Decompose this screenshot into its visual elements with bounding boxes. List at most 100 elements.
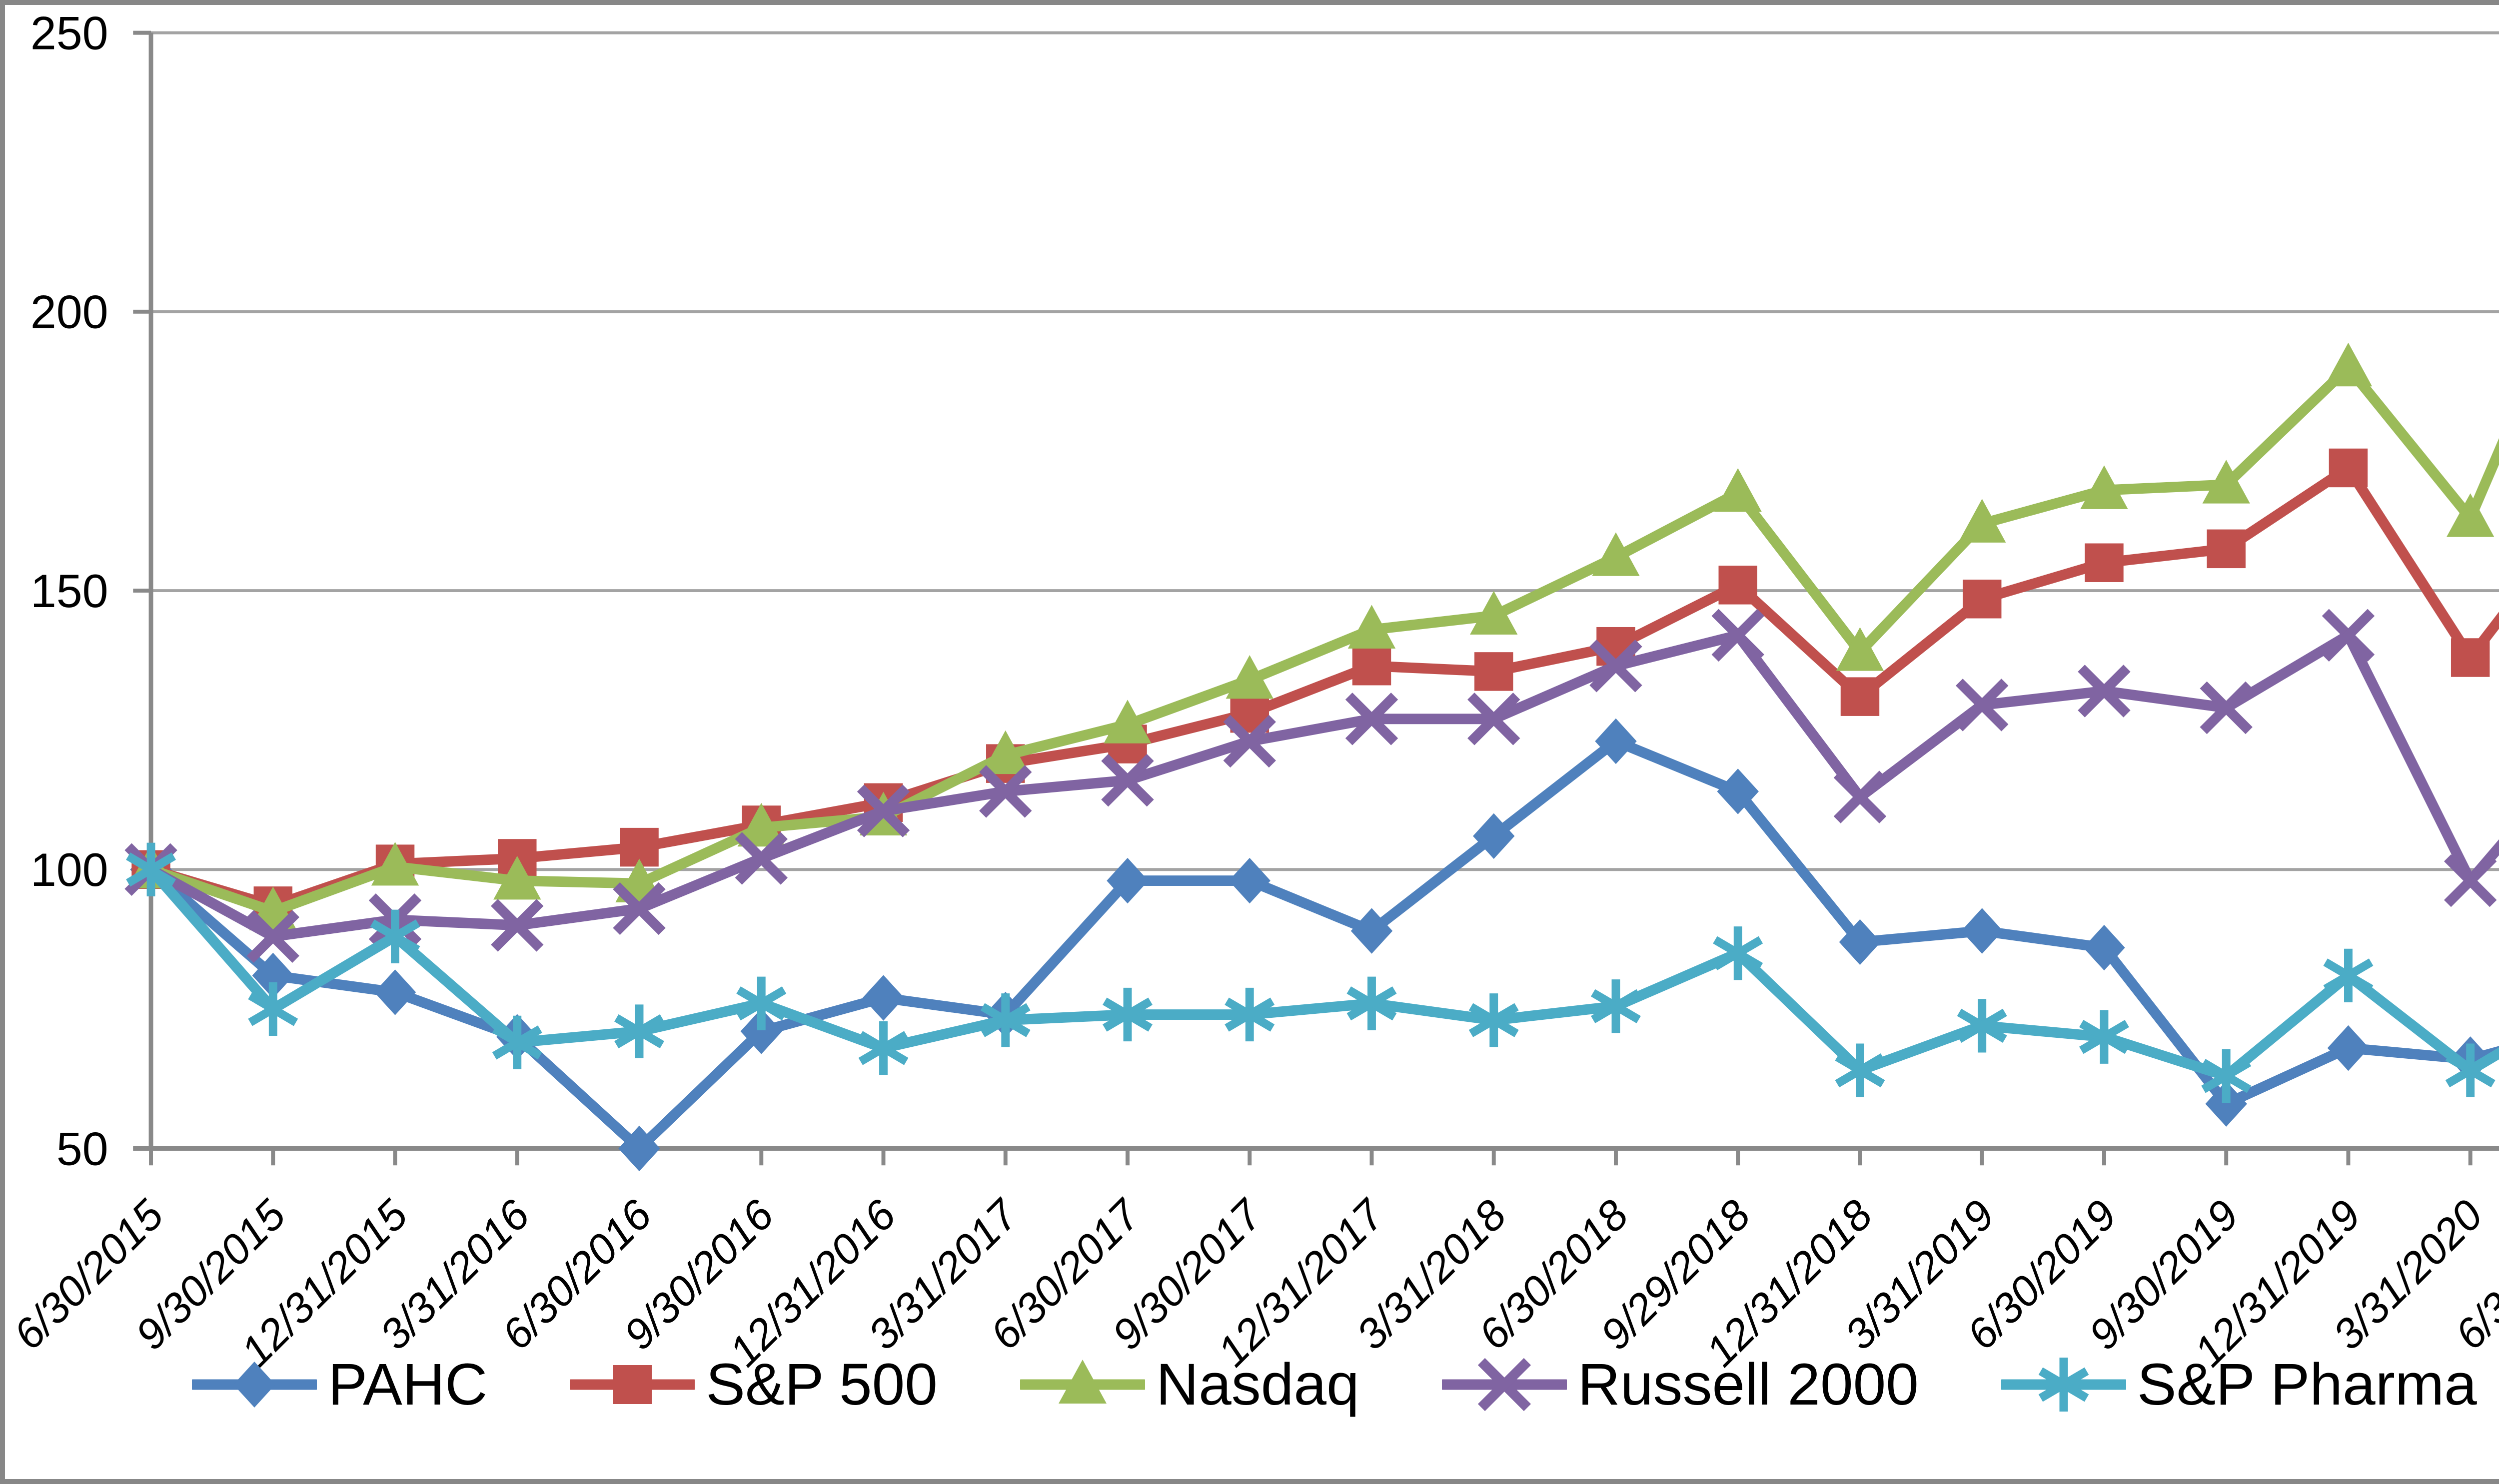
legend-item-pahc: PAHC (192, 1355, 487, 1414)
marker-russell-2000 (857, 784, 910, 837)
marker-s-p-pharma (980, 1003, 1031, 1037)
legend-label: Nasdaq (1156, 1352, 1359, 1418)
marker-nasdaq (982, 730, 1030, 774)
marker-nasdaq (493, 855, 541, 900)
marker-s-p-pharma (1591, 989, 1641, 1023)
marker-s-p-500 (1352, 647, 1391, 686)
marker-s-p-pharma (1103, 997, 1153, 1032)
marker-s-p-pharma (614, 1014, 664, 1049)
marker-pahc (1107, 857, 1149, 904)
marker-pahc (1717, 768, 1759, 814)
marker-nasdaq (1714, 468, 1762, 512)
marker-nasdaq (2447, 493, 2495, 537)
marker-s-p-pharma (1346, 986, 1397, 1021)
marker-s-p-pharma (126, 852, 176, 887)
marker-russell-2000 (1101, 753, 1154, 807)
marker-russell-2000 (1223, 715, 1276, 768)
marker-s-p-pharma (1957, 1008, 2007, 1043)
marker-russell-2000 (2078, 665, 2131, 718)
marker-s-p-pharma (1468, 1003, 1519, 1037)
legend-label: S&P 500 (706, 1352, 938, 1418)
marker-russell-2000 (1833, 770, 1887, 823)
marker-s-p-500 (1962, 580, 2002, 619)
marker-s-p-500 (2451, 638, 2490, 677)
marker-nasdaq (2202, 460, 2250, 504)
marker-s-p-pharma (2201, 1059, 2252, 1093)
marker-russell-2000 (1345, 693, 1398, 745)
marker-s-p-pharma (492, 1025, 542, 1060)
legend-label: PAHC (328, 1352, 488, 1418)
series-s-p-pharma (126, 842, 2499, 1103)
marker-s-p-pharma (2323, 958, 2374, 993)
series-s-p-500 (131, 448, 2499, 925)
marker-russell-2000 (1956, 679, 2009, 732)
marker-s-p-pharma (2445, 1053, 2496, 1088)
marker-russell-2000 (491, 899, 544, 952)
series-line-nasdaq (145, 362, 2499, 917)
marker-nasdaq (371, 842, 419, 886)
marker-nasdaq (1470, 591, 1518, 635)
legend-marker-pahc (233, 1362, 276, 1408)
sp500-square-marker-icon (570, 1365, 695, 1404)
marker-s-p-pharma (858, 1031, 909, 1065)
marker-russell-2000 (735, 832, 788, 885)
y-tick-label: 50 (56, 1122, 108, 1175)
marker-nasdaq (2324, 342, 2373, 387)
marker-russell-2000 (2444, 854, 2497, 907)
marker-russell-2000 (1467, 693, 1520, 745)
marker-pahc (1473, 813, 1515, 859)
performance-line-chart: 501001502002506/30/20159/30/201512/31/20… (5, 6, 2499, 1376)
legend-label: Russell 2000 (1577, 1352, 1919, 1418)
marker-nasdaq (1958, 499, 2006, 543)
legend-item-sp500: S&P 500 (570, 1355, 938, 1414)
y-tick-label: 100 (30, 843, 108, 896)
legend-marker-russell-2000 (1477, 1358, 1531, 1412)
legend-marker-s-p-pharma (2038, 1367, 2089, 1402)
marker-russell-2000 (2322, 609, 2375, 662)
marker-s-p-pharma (1713, 936, 1763, 970)
marker-pahc (2327, 1025, 2370, 1071)
marker-s-p-500 (2329, 448, 2368, 488)
marker-pahc (1961, 908, 2003, 954)
marker-nasdaq (2080, 465, 2128, 509)
marker-s-p-500 (2085, 543, 2124, 582)
marker-russell-2000 (979, 765, 1032, 818)
marker-s-p-500 (1474, 652, 1513, 691)
marker-s-p-pharma (736, 986, 787, 1021)
marker-s-p-pharma (370, 919, 420, 954)
series-nasdaq (127, 342, 2499, 930)
pahc-diamond-marker-icon (192, 1362, 317, 1408)
marker-pahc (1350, 908, 1393, 954)
marker-nasdaq (1104, 700, 1152, 743)
russell-2000-x-marker-icon (1441, 1358, 1567, 1412)
legend-item-russell-2000: Russell 2000 (1441, 1352, 1919, 1418)
legend-label: S&P Pharma (2137, 1352, 2477, 1418)
legend-marker-nasdaq (1058, 1360, 1107, 1404)
sp-pharma-asterisk-marker-icon (2001, 1358, 2126, 1412)
y-tick-label: 250 (30, 6, 108, 59)
marker-russell-2000 (613, 882, 666, 935)
marker-nasdaq (1226, 655, 1273, 699)
marker-russell-2000 (1711, 609, 1764, 662)
y-tick-label: 150 (30, 565, 108, 617)
legend-marker-s-p-500 (613, 1365, 652, 1404)
marker-pahc (1229, 857, 1270, 904)
marker-s-p-500 (1840, 677, 1880, 716)
marker-pahc (740, 1008, 782, 1054)
series-pahc (130, 718, 2499, 1172)
marker-nasdaq (737, 802, 785, 847)
series-line-s-p-pharma (145, 864, 2499, 1081)
y-tick-label: 200 (30, 286, 108, 338)
marker-s-p-500 (2207, 529, 2246, 569)
marker-pahc (862, 975, 905, 1021)
marker-russell-2000 (2200, 681, 2253, 735)
marker-s-p-pharma (2079, 1020, 2129, 1054)
marker-nasdaq (1592, 532, 1640, 576)
chart-legend: PAHC S&P 500 Nasdaq Russell 2000 S&P Pha… (5, 1355, 2499, 1414)
nasdaq-triangle-marker-icon (1020, 1360, 1145, 1404)
legend-item-nasdaq: Nasdaq (1020, 1355, 1359, 1414)
marker-s-p-pharma (1835, 1053, 1885, 1088)
marker-nasdaq (1836, 627, 1884, 671)
marker-s-p-pharma (248, 992, 298, 1026)
